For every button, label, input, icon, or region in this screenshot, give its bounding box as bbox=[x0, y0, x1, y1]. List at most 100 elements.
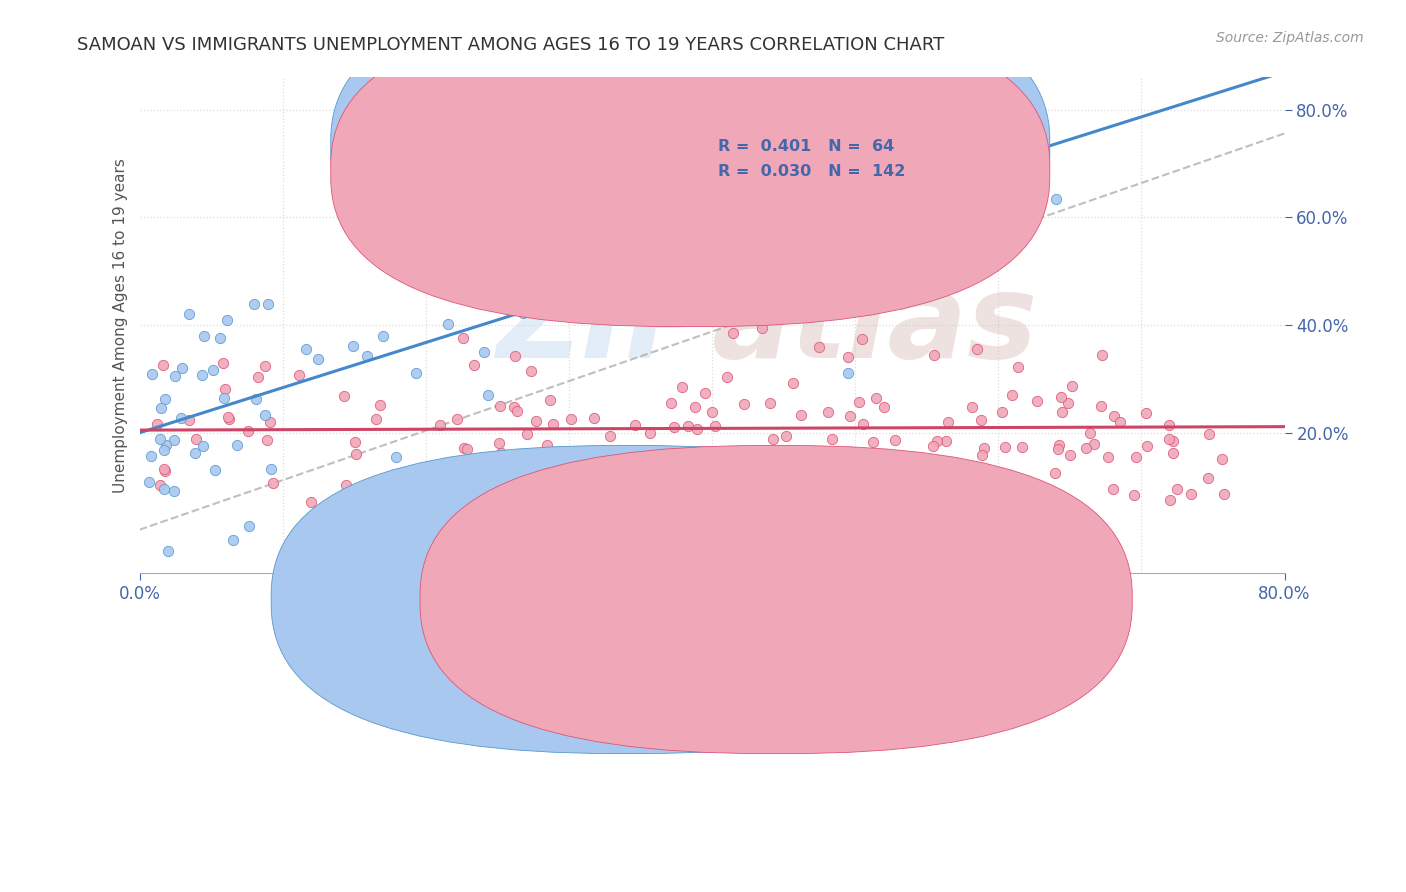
Point bbox=[145, 417, 167, 432]
Point bbox=[1007, 359, 1029, 374]
Point bbox=[695, 385, 717, 400]
Point bbox=[335, 477, 357, 491]
Point bbox=[149, 433, 172, 447]
Point bbox=[437, 317, 460, 331]
Point bbox=[1062, 378, 1084, 392]
Point bbox=[453, 441, 475, 455]
Point bbox=[536, 438, 558, 452]
Point bbox=[775, 428, 797, 442]
Text: R =  0.030   N =  142: R = 0.030 N = 142 bbox=[717, 163, 905, 178]
Point bbox=[191, 439, 214, 453]
Point bbox=[759, 396, 782, 410]
Point bbox=[575, 201, 598, 215]
Text: SAMOAN VS IMMIGRANTS UNEMPLOYMENT AMONG AGES 16 TO 19 YEARS CORRELATION CHART: SAMOAN VS IMMIGRANTS UNEMPLOYMENT AMONG … bbox=[77, 36, 945, 54]
Point bbox=[405, 366, 427, 380]
Point bbox=[163, 483, 186, 498]
Point bbox=[583, 411, 606, 425]
Point bbox=[657, 228, 679, 243]
Point bbox=[153, 462, 176, 476]
Text: R =  0.401   N =  64: R = 0.401 N = 64 bbox=[717, 139, 894, 153]
Point bbox=[179, 307, 201, 321]
Text: Samoans: Samoans bbox=[645, 592, 716, 607]
Point bbox=[1059, 448, 1081, 462]
Point bbox=[718, 467, 741, 482]
Point bbox=[245, 392, 267, 406]
Point bbox=[960, 477, 983, 491]
Point bbox=[1101, 483, 1123, 497]
Point bbox=[638, 425, 661, 440]
Point bbox=[488, 436, 510, 450]
Point bbox=[1050, 405, 1073, 419]
Point bbox=[1045, 466, 1067, 480]
Point bbox=[1078, 426, 1101, 441]
FancyBboxPatch shape bbox=[330, 15, 1050, 326]
Point bbox=[332, 389, 354, 403]
Point bbox=[170, 410, 193, 425]
Point bbox=[226, 438, 249, 452]
Point bbox=[716, 369, 738, 384]
Point bbox=[994, 440, 1017, 454]
Point bbox=[177, 413, 200, 427]
Point bbox=[643, 312, 665, 326]
Point bbox=[1166, 483, 1188, 497]
Point bbox=[193, 329, 215, 343]
Point bbox=[262, 476, 284, 491]
Point bbox=[938, 415, 960, 429]
Point bbox=[749, 284, 772, 298]
Point bbox=[852, 417, 875, 432]
Point bbox=[201, 363, 224, 377]
Point bbox=[204, 463, 226, 477]
Point bbox=[152, 443, 174, 458]
Point bbox=[543, 417, 565, 432]
Point bbox=[243, 296, 266, 310]
Point bbox=[1198, 426, 1220, 441]
Point bbox=[704, 418, 727, 433]
Point bbox=[538, 250, 561, 264]
Point bbox=[763, 244, 786, 258]
Point bbox=[520, 364, 543, 378]
Point bbox=[1161, 446, 1184, 460]
Point bbox=[890, 146, 912, 161]
Point bbox=[1045, 192, 1067, 206]
Point bbox=[152, 482, 174, 496]
Point bbox=[503, 400, 526, 414]
Point bbox=[678, 419, 700, 434]
Text: Source: ZipAtlas.com: Source: ZipAtlas.com bbox=[1216, 31, 1364, 45]
Point bbox=[837, 351, 859, 365]
Point bbox=[429, 417, 451, 432]
Point bbox=[1180, 487, 1202, 501]
Point bbox=[921, 439, 943, 453]
Text: atlas: atlas bbox=[711, 268, 1039, 383]
Point bbox=[1053, 493, 1076, 508]
Point bbox=[991, 405, 1014, 419]
Point bbox=[256, 433, 278, 447]
Point bbox=[524, 414, 547, 428]
Point bbox=[651, 200, 673, 214]
Point bbox=[463, 235, 485, 250]
Point bbox=[865, 392, 887, 406]
Point bbox=[956, 469, 979, 483]
Point bbox=[787, 241, 810, 255]
Point bbox=[1125, 450, 1147, 464]
Point bbox=[295, 342, 318, 356]
Point bbox=[170, 361, 193, 376]
Point bbox=[796, 458, 818, 472]
Text: ZIP: ZIP bbox=[496, 268, 711, 383]
Point bbox=[214, 383, 236, 397]
Point bbox=[1057, 396, 1080, 410]
Point bbox=[342, 339, 364, 353]
Point bbox=[956, 482, 979, 496]
Point bbox=[344, 446, 367, 460]
Point bbox=[191, 368, 214, 383]
Point bbox=[560, 412, 582, 426]
Point bbox=[512, 306, 534, 320]
FancyBboxPatch shape bbox=[420, 445, 1132, 754]
Point bbox=[730, 461, 752, 475]
Point bbox=[1026, 394, 1049, 409]
Point bbox=[456, 442, 478, 457]
Point bbox=[762, 432, 785, 446]
Point bbox=[1097, 450, 1119, 465]
Point bbox=[973, 441, 995, 455]
Point bbox=[257, 296, 280, 310]
Point bbox=[260, 462, 283, 476]
